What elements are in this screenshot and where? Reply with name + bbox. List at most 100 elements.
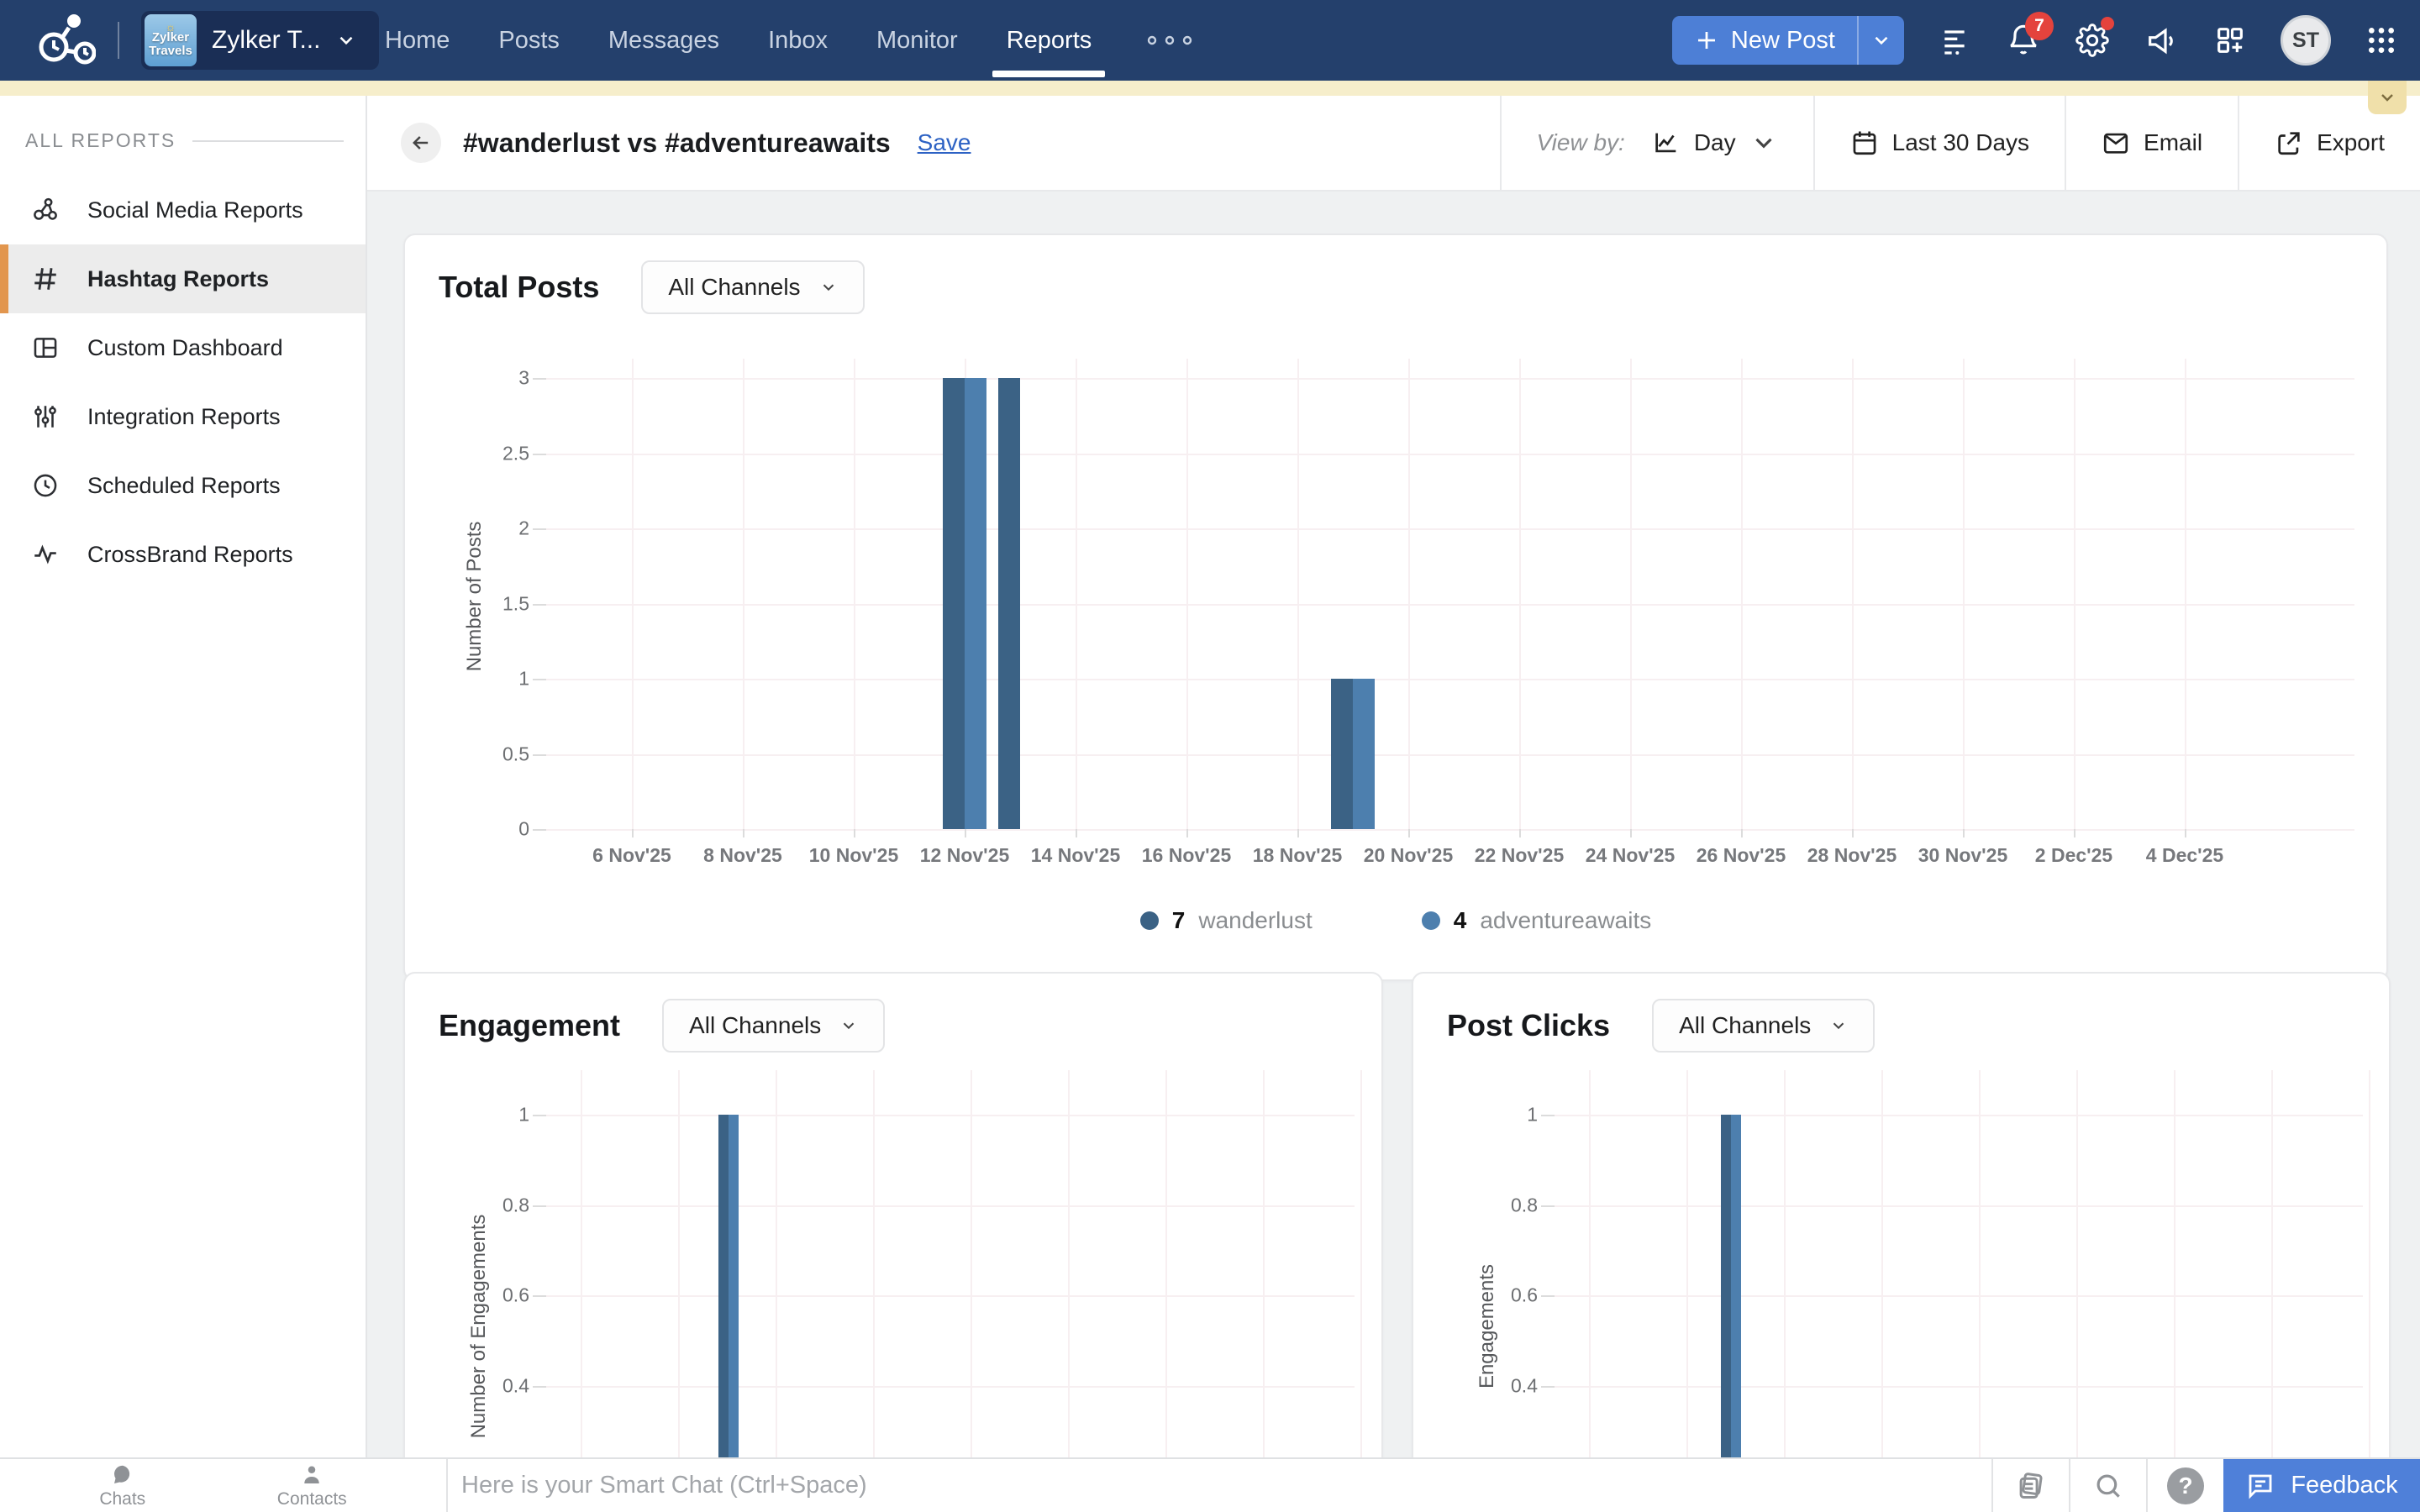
x-tick-label: 24 Nov'25 [1586,844,1675,867]
y-tick [533,1295,546,1297]
chart-line-icon [1652,129,1681,157]
sidebar: ALL REPORTS Social Media ReportsHashtag … [0,96,367,1457]
post-clicks-chart: 10.80.60.4Engagements [1413,974,2389,1508]
zoho-social-logo[interactable] [32,10,96,71]
x-gridline [2271,1070,2273,1508]
nav-item-posts[interactable]: Posts [498,0,560,81]
strip-collapse-toggle[interactable] [2368,81,2407,114]
bar-adventureawaits[interactable] [965,378,986,829]
nav-item-monitor[interactable]: Monitor [876,0,958,81]
save-link[interactable]: Save [918,129,971,156]
bar-adventureawaits[interactable] [1731,1115,1741,1508]
nav-item-reports[interactable]: Reports [1007,0,1092,81]
nav-item-home[interactable]: Home [385,0,450,81]
y-axis-title: Number of Posts [463,522,487,672]
sidebar-item-scheduled-reports[interactable]: Scheduled Reports [0,451,366,520]
back-button[interactable] [401,123,441,163]
view-by-label: View by: [1537,129,1625,156]
new-post-dropdown[interactable] [1857,16,1904,65]
x-tick [2185,829,2186,837]
nav-item-inbox[interactable]: Inbox [768,0,828,81]
legend-item-adventureawaits[interactable]: 4adventureawaits [1422,907,1651,934]
clock-icon [30,470,60,501]
bar-wanderlust[interactable] [718,1115,729,1508]
notifications-bell-icon[interactable]: 7 [2005,22,2042,59]
x-gridline [1589,1070,1591,1508]
bar-wanderlust[interactable] [1331,679,1353,829]
more-menu-icon[interactable] [1145,32,1194,49]
activity-menu-icon[interactable] [1936,22,1973,59]
x-tick-label: 6 Nov'25 [592,844,671,867]
x-gridline [873,1070,875,1508]
help-button[interactable]: ? [2146,1459,2223,1512]
search-icon[interactable] [2069,1459,2146,1512]
brand-switcher[interactable]: ☼ Zylker Travels Zylker T... [141,11,379,70]
engagement-chart: 10.80.60.4Number of Engagements [405,974,1381,1508]
user-avatar[interactable]: ST [2281,15,2331,66]
date-range-button[interactable]: Last 30 Days [1813,96,2065,190]
sidebar-item-hashtag-reports[interactable]: Hashtag Reports [0,244,366,313]
bar-wanderlust[interactable] [1721,1115,1731,1508]
recent-chats-icon[interactable] [1991,1459,2069,1512]
sidebar-item-crossbrand-reports[interactable]: CrossBrand Reports [0,520,366,589]
bar-adventureawaits[interactable] [729,1115,739,1508]
x-gridline [678,1070,680,1508]
x-tick-label: 8 Nov'25 [703,844,782,867]
chevron-down-icon [1749,129,1778,157]
y-tick [1541,1386,1555,1388]
view-by-control[interactable]: View by: Day [1500,96,1813,190]
report-header: #wanderlust vs #adventureawaits Save Vie… [367,96,2420,192]
pulse-icon [30,539,60,570]
add-widgets-icon[interactable] [2212,22,2249,59]
total-posts-card: Total Posts All Channels 00.511.522.536 … [403,234,2388,981]
y-axis-title: Engagements [1476,1264,1499,1389]
email-button[interactable]: Email [2065,96,2238,190]
x-tick-label: 18 Nov'25 [1253,844,1342,867]
sidebar-item-custom-dashboard[interactable]: Custom Dashboard [0,313,366,382]
x-gridline [1630,359,1632,829]
contacts-button[interactable]: Contacts [277,1462,347,1509]
x-tick [1408,829,1410,837]
x-gridline [1360,1070,1362,1508]
y-tick-label: 0.6 [1511,1284,1538,1307]
sidebar-item-social-media-reports[interactable]: Social Media Reports [0,176,366,244]
smart-chat-input[interactable] [461,1472,1991,1499]
y-gridline [546,829,2354,831]
notification-badge: 7 [2025,12,2054,40]
x-tick-label: 22 Nov'25 [1475,844,1564,867]
post-clicks-card: Post Clicks All Channels 10.80.60.4Engag… [1412,972,2391,1509]
y-tick [533,604,546,606]
apps-grid-icon[interactable] [2363,22,2400,59]
settings-gear-icon[interactable] [2074,22,2111,59]
x-tick-label: 20 Nov'25 [1364,844,1453,867]
y-gridline [1555,1205,2363,1207]
chats-button[interactable]: Chats [99,1462,145,1509]
bar-wanderlust[interactable] [998,378,1020,829]
y-tick-label: 1 [1527,1104,1538,1126]
dashboard-icon [30,333,60,363]
y-tick [533,528,546,530]
bar-wanderlust[interactable] [943,378,965,829]
x-gridline [1784,1070,1786,1508]
legend-item-wanderlust[interactable]: 7wanderlust [1140,907,1313,934]
x-tick [1963,829,1965,837]
sidebar-item-integration-reports[interactable]: Integration Reports [0,382,366,451]
feedback-button[interactable]: Feedback [2223,1459,2420,1512]
x-tick [1630,829,1632,837]
nav-item-messages[interactable]: Messages [608,0,719,81]
y-tick-label: 1 [518,1104,529,1126]
reports-content: Total Posts All Channels 00.511.522.536 … [367,192,2420,1512]
y-gridline [546,1205,1355,1207]
y-tick-label: 0.4 [1511,1374,1538,1397]
settings-alert-dot [2101,17,2114,30]
bar-adventureawaits[interactable] [1353,679,1375,829]
x-gridline [1408,359,1410,829]
hashtag-icon [30,264,60,294]
arrow-left-icon [409,131,433,155]
new-post-button[interactable]: New Post [1672,16,1904,65]
y-tick [533,829,546,831]
question-mark-icon: ? [2167,1467,2204,1504]
announcements-megaphone-icon[interactable] [2143,22,2180,59]
x-tick [632,829,634,837]
x-gridline [1165,1070,1167,1508]
